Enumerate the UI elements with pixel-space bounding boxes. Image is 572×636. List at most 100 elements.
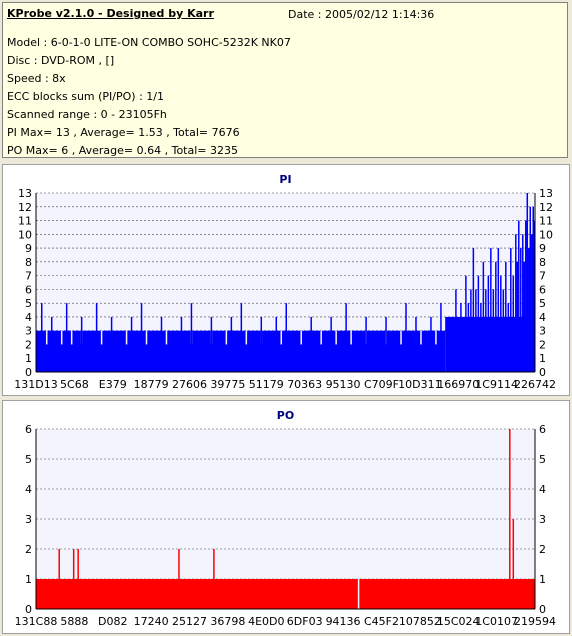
- po-xtick-label: 94136: [326, 615, 361, 628]
- pi-bar: [285, 303, 287, 372]
- pi-bar: [497, 248, 500, 372]
- pi-xtick-label: 39775: [210, 378, 245, 391]
- po-ytick-right: 6: [539, 423, 546, 436]
- pi-chart-panel: PI 0 0 1 1 2 2 3 3 4 4 5 5 6 6 7 7 8 8 9 9 10 10 11 11 12 12 13 13 13…: [2, 164, 570, 396]
- pi-bar: [385, 316, 387, 372]
- pi-ytick-right: 9: [539, 242, 546, 255]
- po-ytick-right: 0: [539, 603, 546, 616]
- po-xtick-label: 5888: [60, 615, 88, 628]
- pi-dip: [435, 330, 437, 345]
- po-xtick-label: D082: [98, 615, 127, 628]
- po-xtick-label: 219594: [514, 615, 556, 628]
- pi-ytick-left: 10: [18, 228, 32, 241]
- pi-bar: [430, 316, 432, 372]
- pi-bar: [529, 206, 532, 372]
- pi-bar: [450, 316, 452, 372]
- pi-ytick-right: 10: [539, 228, 553, 241]
- pi-dip: [225, 330, 228, 345]
- pi-ytick-left: 0: [25, 366, 32, 379]
- info-range: Scanned range : 0 - 23105Fh: [7, 108, 167, 121]
- pi-xtick-label: 51179: [249, 378, 284, 391]
- pi-ytick-right: 7: [539, 270, 546, 283]
- pi-chart-title: PI: [279, 173, 291, 186]
- po-xtick-label: 1C0107: [475, 615, 518, 628]
- pi-bar: [510, 248, 512, 372]
- pi-bar: [180, 316, 183, 372]
- pi-bar: [472, 248, 475, 372]
- pi-bar: [275, 316, 278, 372]
- pi-bar: [531, 234, 533, 372]
- po-xtick-label: 36798: [210, 615, 245, 628]
- pi-ytick-right: 6: [539, 283, 546, 296]
- pi-ytick-right: 8: [539, 256, 546, 269]
- po-xtick-label: 131C88: [15, 615, 58, 628]
- pi-xtick-label: 166970: [437, 378, 479, 391]
- po-ytick-right: 3: [539, 513, 546, 526]
- pi-bar: [310, 316, 312, 372]
- info-pi-stats: PI Max= 13 , Average= 1.53 , Total= 7676: [7, 126, 240, 139]
- info-ecc: ECC blocks sum (PI/PO) : 1/1: [7, 90, 164, 103]
- po-chart-panel: PO 0 0 1 1 2 2 3 3 4 4 5 5 6 6 131C88 5888 D082 17240 25127…: [2, 400, 570, 634]
- pi-xtick-label: C709F: [364, 378, 399, 391]
- pi-bar: [500, 275, 502, 372]
- po-ytick-right: 1: [539, 573, 546, 586]
- pi-ytick-right: 12: [539, 201, 553, 214]
- pi-bar: [492, 289, 495, 372]
- pi-bar: [240, 303, 243, 372]
- pi-bar: [480, 303, 482, 372]
- pi-bar: [210, 316, 213, 372]
- pi-dip: [60, 330, 63, 345]
- pi-ytick-right: 1: [539, 352, 546, 365]
- pi-bar: [345, 303, 347, 372]
- pi-ytick-left: 13: [18, 187, 32, 200]
- pi-bar: [470, 289, 472, 372]
- pi-dip: [70, 330, 73, 345]
- po-ytick-right: 4: [539, 483, 546, 496]
- pi-ytick-right: 4: [539, 311, 546, 324]
- po-baseline-bars: [36, 579, 535, 609]
- pi-ytick-left: 9: [25, 242, 32, 255]
- pi-bar: [507, 303, 510, 372]
- pi-ytick-left: 5: [25, 297, 32, 310]
- pi-ytick-right: 0: [539, 366, 546, 379]
- po-xtick-label: C45F2: [364, 615, 399, 628]
- pi-ytick-left: 12: [18, 201, 32, 214]
- pi-dip: [145, 330, 148, 345]
- pi-xtick-label: 27606: [172, 378, 207, 391]
- pi-bar: [526, 193, 529, 372]
- po-ytick-right: 5: [539, 453, 546, 466]
- pi-dip: [320, 330, 322, 345]
- pi-bar: [140, 303, 143, 372]
- pi-bar: [465, 275, 467, 372]
- pi-ytick-left: 8: [25, 256, 32, 269]
- pi-bar: [518, 220, 520, 372]
- pi-bar: [525, 220, 527, 372]
- pi-dip: [245, 330, 248, 345]
- pi-bar: [512, 275, 515, 372]
- pi-ytick-right: 3: [539, 325, 546, 338]
- pi-bar: [532, 206, 535, 372]
- po-bar: [72, 549, 75, 609]
- pi-xtick-label: 95130: [326, 378, 361, 391]
- po-ytick-right: 2: [539, 543, 546, 556]
- pi-ytick-left: 11: [18, 215, 32, 228]
- pi-bar: [190, 303, 193, 372]
- pi-ytick-right: 13: [539, 187, 553, 200]
- pi-bar: [522, 234, 524, 372]
- pi-bar: [415, 316, 417, 372]
- pi-xtick-label: 18779: [134, 378, 169, 391]
- pi-bar: [230, 316, 233, 372]
- po-bar: [77, 549, 79, 609]
- pi-bar: [455, 289, 457, 372]
- pi-xtick-label: 70363: [287, 378, 322, 391]
- pi-ytick-left: 2: [25, 338, 32, 351]
- po-chart: PO 0 0 1 1 2 2 3 3 4 4 5 5 6 6 131C88 5888 D082 17240 25127…: [15, 409, 556, 628]
- pi-bar: [160, 316, 163, 372]
- pi-dip: [335, 330, 337, 345]
- pi-bar: [260, 316, 263, 372]
- po-ytick-left: 5: [25, 453, 32, 466]
- pi-bar: [482, 261, 485, 372]
- pi-dip: [165, 330, 168, 345]
- pi-ytick-right: 5: [539, 297, 546, 310]
